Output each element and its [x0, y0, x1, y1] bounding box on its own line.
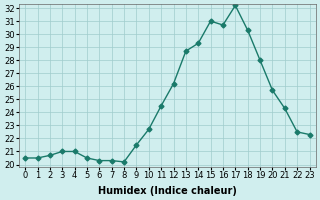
X-axis label: Humidex (Indice chaleur): Humidex (Indice chaleur) [98, 186, 237, 196]
